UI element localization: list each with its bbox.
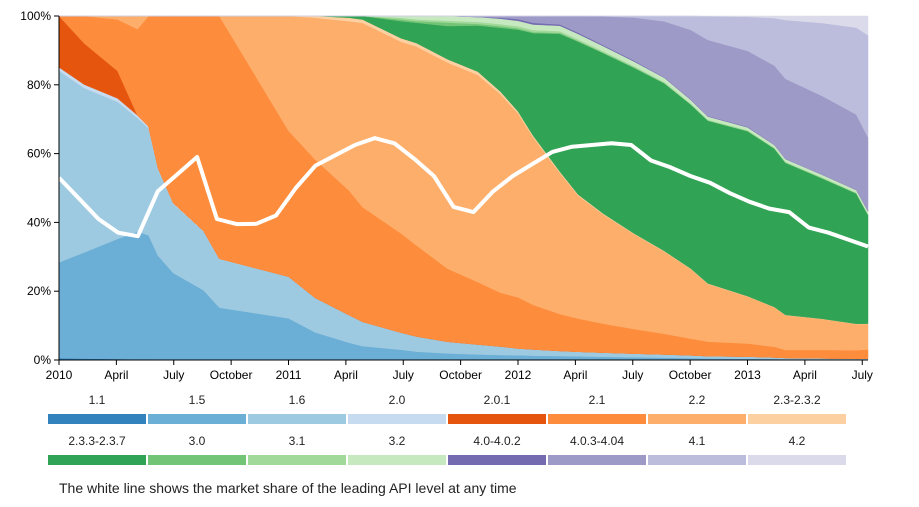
legend-item: 2.2 xyxy=(648,393,746,433)
legend-label: 1.6 xyxy=(288,393,306,407)
legend-label: 2.1 xyxy=(588,393,606,407)
legend-item: 4.1 xyxy=(648,434,746,474)
legend-swatch xyxy=(248,414,346,424)
y-tick-label: 100% xyxy=(20,9,51,23)
legend-swatch xyxy=(148,414,246,424)
legend-swatch xyxy=(648,414,746,424)
legend-item: 2.0.1 xyxy=(448,393,546,433)
x-tick-label: October xyxy=(669,368,712,382)
legend-label: 3.0 xyxy=(188,434,206,448)
x-tick-label: July xyxy=(393,368,414,382)
legend-swatch xyxy=(648,455,746,465)
x-tick-label: 2012 xyxy=(505,368,532,382)
legend-swatch xyxy=(48,455,146,465)
x-tick-label: April xyxy=(104,368,128,382)
legend-swatch xyxy=(748,455,846,465)
y-tick-label: 80% xyxy=(27,78,51,92)
legend-swatch xyxy=(748,414,846,424)
legend-item: 1.5 xyxy=(148,393,246,433)
x-tick-label: July xyxy=(622,368,643,382)
legend-label: 2.2 xyxy=(688,393,706,407)
legend-swatch xyxy=(448,455,546,465)
leading-api-line xyxy=(57,136,869,249)
legend-item: 4.2 xyxy=(748,434,846,474)
legend-item: 3.1 xyxy=(248,434,346,474)
legend-label: 2.3-2.3.2 xyxy=(773,393,821,407)
legend-item: 3.0 xyxy=(148,434,246,474)
legend-label: 3.1 xyxy=(288,434,306,448)
legend-label: 4.2 xyxy=(788,434,806,448)
legend-item: 1.1 xyxy=(48,393,146,433)
legend-item: 2.3-2.3.2 xyxy=(748,393,846,433)
legend-item: 1.6 xyxy=(248,393,346,433)
legend-label: 2.0 xyxy=(388,393,406,407)
legend-swatch xyxy=(548,414,646,424)
legend-swatch xyxy=(348,414,446,424)
x-tick-label: April xyxy=(563,368,587,382)
legend-label: 1.5 xyxy=(188,393,206,407)
x-tick-label: July xyxy=(852,368,873,382)
legend-item: 4.0.3-4.04 xyxy=(548,434,646,474)
y-tick-label: 40% xyxy=(27,215,51,229)
y-tick-label: 0% xyxy=(34,353,52,367)
x-tick-label: 2010 xyxy=(46,368,73,382)
legend-label: 2.0.1 xyxy=(483,393,511,407)
area-4.2 xyxy=(59,15,869,36)
legend-item: 2.1 xyxy=(548,393,646,433)
legend-label: 3.2 xyxy=(388,434,406,448)
y-tick-label: 60% xyxy=(27,147,51,161)
legend-label: 2.3.3-2.3.7 xyxy=(68,434,126,448)
x-tick-label: October xyxy=(439,368,482,382)
legend-item: 2.0 xyxy=(348,393,446,433)
legend-swatch xyxy=(248,455,346,465)
x-tick-label: July xyxy=(163,368,184,382)
legend-row-2: 2.3.3-2.3.7 3.0 3.1 3.2 4.0-4.0.2 4.0.3-… xyxy=(48,434,848,474)
legend-label: 1.1 xyxy=(88,393,106,407)
x-tick-label: October xyxy=(210,368,253,382)
legend-label: 4.0-4.0.2 xyxy=(473,434,521,448)
x-tick-label: 2011 xyxy=(276,368,302,382)
legend-item: 2.3.3-2.3.7 xyxy=(48,434,146,474)
legend-swatch xyxy=(448,414,546,424)
x-tick-label: April xyxy=(334,368,358,382)
footnote: The white line shows the market share of… xyxy=(59,480,517,496)
legend-swatch xyxy=(548,455,646,465)
legend-row-1: 1.1 1.5 1.6 2.0 2.0.1 2.1 2.2 2.3-2.3.2 xyxy=(48,393,848,433)
legend-swatch xyxy=(48,414,146,424)
x-tick-label: 2013 xyxy=(734,368,761,382)
legend-swatch xyxy=(348,455,446,465)
legend-item: 3.2 xyxy=(348,434,446,474)
legend-swatch xyxy=(148,455,246,465)
legend-label: 4.0.3-4.04 xyxy=(569,434,625,448)
legend-label: 4.1 xyxy=(688,434,706,448)
x-tick-label: April xyxy=(793,368,817,382)
stacked-area-chart: 0% 20% 40% 60% 80% 100% 2010 April July October 20… xyxy=(20,9,873,382)
legend-item: 4.0-4.0.2 xyxy=(448,434,546,474)
y-tick-label: 20% xyxy=(27,284,51,298)
